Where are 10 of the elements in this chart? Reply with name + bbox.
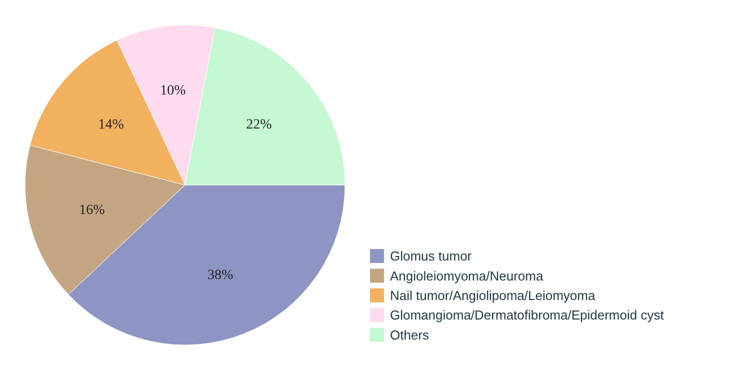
legend-label: Nail tumor/Angiolipoma/Leiomyoma xyxy=(390,288,596,303)
legend-label: Glomangioma/Dermatofibroma/Epidermoid cyst xyxy=(390,308,664,323)
legend-label: Glomus tumor xyxy=(390,248,472,264)
legend-label: Others xyxy=(390,327,430,342)
data-label: 10% xyxy=(160,84,186,99)
data-label: 16% xyxy=(79,202,106,218)
data-label: 14% xyxy=(98,118,124,133)
legend-label: Angioleiomyoma/Neuroma xyxy=(390,268,544,284)
data-label: 38% xyxy=(208,268,234,284)
data-label: 22% xyxy=(246,118,272,133)
